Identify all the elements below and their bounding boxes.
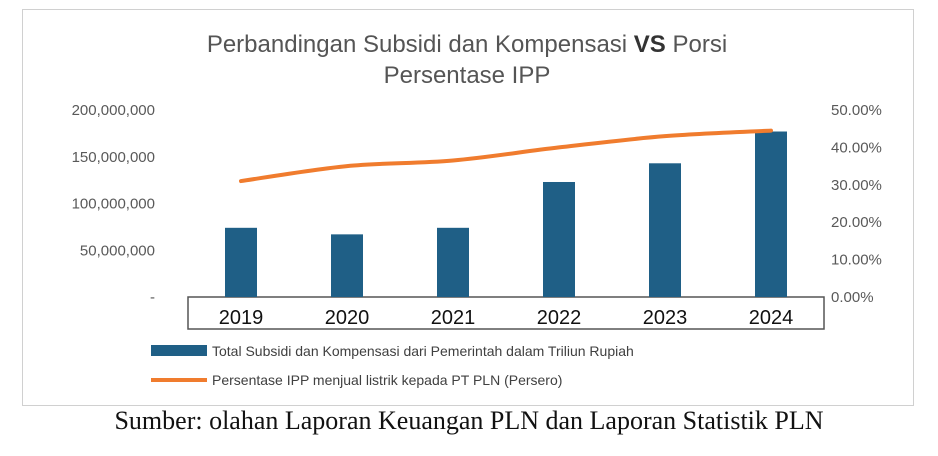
x-tick-label: 2023 — [643, 307, 688, 329]
y-right-tick-label: 40.00% — [831, 139, 882, 156]
y-left-tick-label: 100,000,000 — [72, 196, 155, 213]
legend-label-subsidi: Total Subsidi dan Kompensasi dari Pemeri… — [212, 343, 634, 359]
bar-2024 — [755, 131, 787, 297]
bar-2023 — [649, 163, 681, 297]
chart-title-part-3: Porsi — [666, 31, 727, 58]
bar-2020 — [331, 234, 363, 297]
chart-frame: Perbandingan Subsidi dan Kompensasi VS P… — [22, 9, 914, 406]
x-tick-label: 2022 — [537, 307, 582, 329]
bar-2021 — [437, 227, 469, 297]
line-point-2024 — [769, 129, 773, 133]
chart-title: Perbandingan Subsidi dan Kompensasi VS P… — [207, 31, 727, 58]
bar-2022 — [543, 181, 575, 297]
legend-swatch-subsidi — [151, 345, 207, 356]
y-left-tick-label: 150,000,000 — [72, 149, 155, 166]
y-left-tick-label: 50,000,000 — [80, 242, 155, 259]
bar-2019 — [225, 227, 257, 297]
legend-label-ipp: Persentase IPP menjual listrik kepada PT… — [212, 372, 562, 388]
x-tick-label: 2021 — [431, 307, 476, 329]
source-caption: Sumber: olahan Laporan Keuangan PLN dan … — [114, 406, 824, 435]
line-point-2021 — [451, 158, 455, 162]
y-right-tick-label: 0.00% — [831, 289, 874, 306]
y-right-tick-label: 30.00% — [831, 177, 882, 194]
line-series-ipp — [239, 128, 773, 184]
x-tick-label: 2020 — [325, 307, 370, 329]
y-right-tick-label: 10.00% — [831, 252, 882, 269]
chart-title-emphasis: VS — [634, 31, 666, 58]
chart-title-part-1: Perbandingan Subsidi dan Kompensasi — [207, 31, 634, 58]
line-point-2022 — [557, 145, 561, 149]
x-tick-label: 2019 — [219, 307, 264, 329]
x-axis-band — [187, 296, 825, 330]
x-tick-label: 2024 — [749, 307, 794, 329]
chart-title-line-2: Persentase IPP — [384, 62, 551, 89]
chart-canvas: Perbandingan Subsidi dan Kompensasi VS P… — [72, 31, 882, 388]
line-point-2023 — [663, 134, 667, 138]
y-right-tick-label: 20.00% — [831, 214, 882, 231]
line-point-2019 — [239, 179, 243, 183]
y-left-tick-label: - — [150, 289, 155, 306]
y-right-tick-label: 50.00% — [831, 102, 882, 119]
line-point-2020 — [345, 164, 349, 168]
y-left-tick-label: 200,000,000 — [72, 102, 155, 119]
